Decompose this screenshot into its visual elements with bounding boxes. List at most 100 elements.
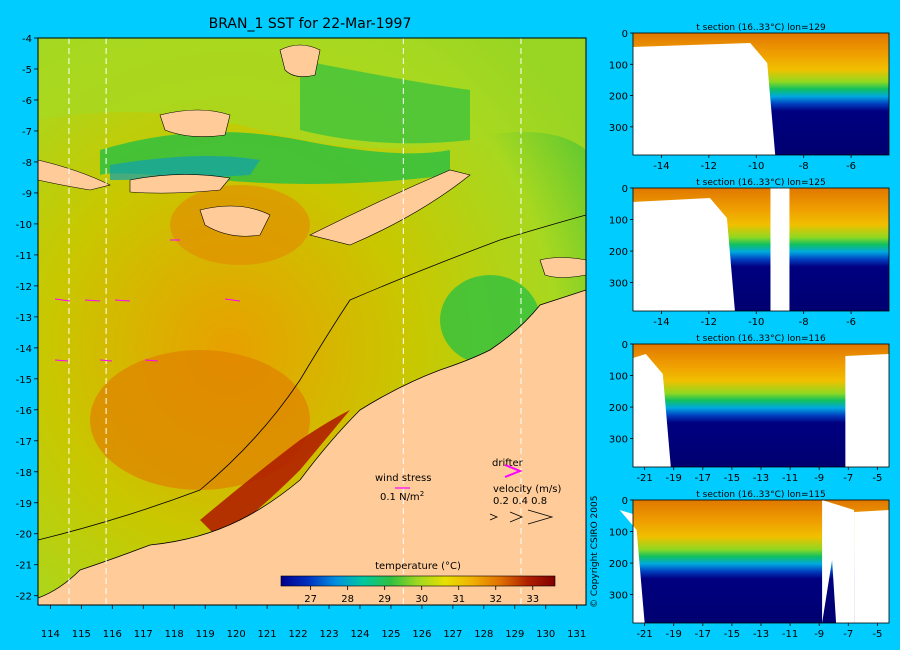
section-x-tick-label: -5 — [872, 473, 882, 484]
land-australia — [37, 289, 587, 606]
map-y-tick-label: -4 — [22, 34, 32, 45]
map-x-tick-label: 131 — [567, 629, 586, 640]
section-x-tick-label: -12 — [701, 317, 717, 328]
map-y-tick-label: -19 — [16, 499, 32, 510]
land-island-2 — [129, 174, 231, 194]
section-land-mask — [845, 354, 889, 467]
section-y-tick-label: 200 — [609, 92, 628, 103]
section-x-tick-label: -19 — [666, 629, 682, 640]
section-panel-3: t section (16..33°C) lon=116 -21 -19 -17 -15… — [609, 334, 890, 484]
section-title: t section (16..33°C) lon=115 — [696, 490, 825, 500]
section-title: t section (16..33°C) lon=125 — [696, 178, 825, 188]
section-land-mask — [633, 198, 735, 311]
land-island-north — [279, 44, 321, 77]
map-y-tick-label: -6 — [22, 96, 32, 107]
section-y-tick-label: 200 — [609, 247, 628, 258]
colorbar-tick-label: 31 — [452, 594, 465, 605]
colorbar-tick-label: 29 — [378, 594, 391, 605]
colorbar-title: temperature (°C) — [375, 561, 461, 572]
colorbar-tick-label: 33 — [526, 594, 539, 605]
map-y-tick-label: -15 — [16, 375, 32, 386]
section-land-mask — [619, 510, 645, 623]
map-x-tick-label: 121 — [258, 629, 277, 640]
map-y-tick-label: -20 — [16, 530, 32, 541]
section-x-tick-label: -19 — [666, 473, 682, 484]
land-island-1 — [37, 159, 111, 191]
land-island-flores — [159, 109, 231, 137]
section-x-tick-label: -14 — [653, 161, 669, 172]
section-x-tick-label: -9 — [814, 629, 824, 640]
map-frame — [37, 37, 587, 606]
section-x-tick-label: -8 — [799, 161, 809, 172]
section-x-tick-label: -7 — [843, 473, 853, 484]
section-x-tick-label: -10 — [748, 161, 764, 172]
map-x-tick-label: 125 — [381, 629, 400, 640]
map-x-tick-label: 118 — [165, 629, 184, 640]
velocity-label: velocity (m/s) — [493, 484, 561, 495]
drifter-marker — [504, 464, 523, 478]
colorbar-tick-label: 27 — [304, 594, 317, 605]
section-x-tick-label: -11 — [782, 629, 798, 640]
map-y-tick-label: -11 — [16, 251, 32, 262]
section-y-tick-label: 200 — [609, 559, 628, 570]
section-y-tick-label: 300 — [609, 123, 628, 134]
section-x-tick-label: -13 — [753, 473, 769, 484]
section-y-tick-label: 100 — [609, 372, 628, 383]
section-x-tick-label: -6 — [846, 317, 856, 328]
section-panel-4: t section (16..33°C) lon=115 -21 -19 -17 -15… — [609, 490, 890, 640]
section-y-tick-label: 100 — [609, 528, 628, 539]
section-lines — [68, 38, 522, 605]
warm-eddy-west — [90, 350, 310, 490]
colorbar — [280, 575, 556, 587]
copyright: © Copyright CSIRO 2005 — [590, 496, 600, 608]
section-x-tick-label: -15 — [724, 629, 740, 640]
section-land-mask — [633, 43, 776, 155]
section-frame — [632, 32, 890, 156]
section-x-tick-label: -14 — [653, 317, 669, 328]
map-x-tick-label: 116 — [103, 629, 122, 640]
wind-stress-vectors — [54, 239, 241, 362]
colorbar-tick-label: 30 — [415, 594, 428, 605]
map-y-tick-label: -13 — [16, 313, 32, 324]
section-x-tick-label: -10 — [748, 317, 764, 328]
map-y-axis: -4 -5 -6 -7 -8 -9 -10 -11 -12 -13 -14 -15 -16 -17 -18 -… — [16, 34, 38, 603]
section-x-tick-label: -17 — [695, 473, 711, 484]
map-y-tick-label: -10 — [16, 220, 32, 231]
map-y-tick-label: -12 — [16, 282, 32, 293]
map-y-tick-label: -7 — [22, 127, 32, 138]
map-x-tick-label: 128 — [474, 629, 493, 640]
hot-coastal-band — [200, 410, 350, 540]
section-x-tick-label: -15 — [724, 473, 740, 484]
cold-patch — [110, 156, 260, 180]
section-x-tick-label: -5 — [872, 629, 882, 640]
section-x-tick-label: -13 — [753, 629, 769, 640]
section-y-tick-label: 0 — [622, 496, 628, 507]
section-y-tick-label: 100 — [609, 216, 628, 227]
map-x-tick-label: 114 — [41, 629, 60, 640]
section-title: t section (16..33°C) lon=129 — [696, 23, 826, 33]
map-x-tick-label: 127 — [443, 629, 462, 640]
map-y-tick-label: -5 — [22, 65, 32, 76]
section-panel-1: t section (16..33°C) lon=129 -14 -12 -10 -8 -… — [609, 23, 890, 172]
wind-scale-label: 0.1 N/m2 — [380, 490, 424, 503]
map-y-tick-label: -21 — [16, 561, 32, 572]
velocity-scale-arrows — [489, 509, 554, 525]
section-x-tick-label: -21 — [636, 473, 652, 484]
section-x-tick-label: -8 — [799, 317, 809, 328]
section-x-tick-label: -9 — [814, 473, 824, 484]
section-x-tick-label: -6 — [846, 161, 856, 172]
map-title: BRAN_1 SST for 22-Mar-1997 — [209, 16, 412, 32]
bathymetry-contour — [37, 214, 587, 541]
section-y-tick-label: 0 — [622, 184, 628, 195]
section-x-tick-label: -12 — [701, 161, 717, 172]
section-y-tick-label: 100 — [609, 60, 628, 71]
map-x-tick-label: 122 — [289, 629, 308, 640]
section-y-tick-label: 200 — [609, 403, 628, 414]
colorbar-tick-label: 32 — [489, 594, 502, 605]
map-x-tick-label: 119 — [196, 629, 215, 640]
map-y-tick-label: -18 — [16, 468, 32, 479]
section-x-tick-label: -7 — [843, 629, 853, 640]
section-title: t section (16..33°C) lon=116 — [696, 334, 826, 344]
map-x-tick-label: 115 — [72, 629, 91, 640]
